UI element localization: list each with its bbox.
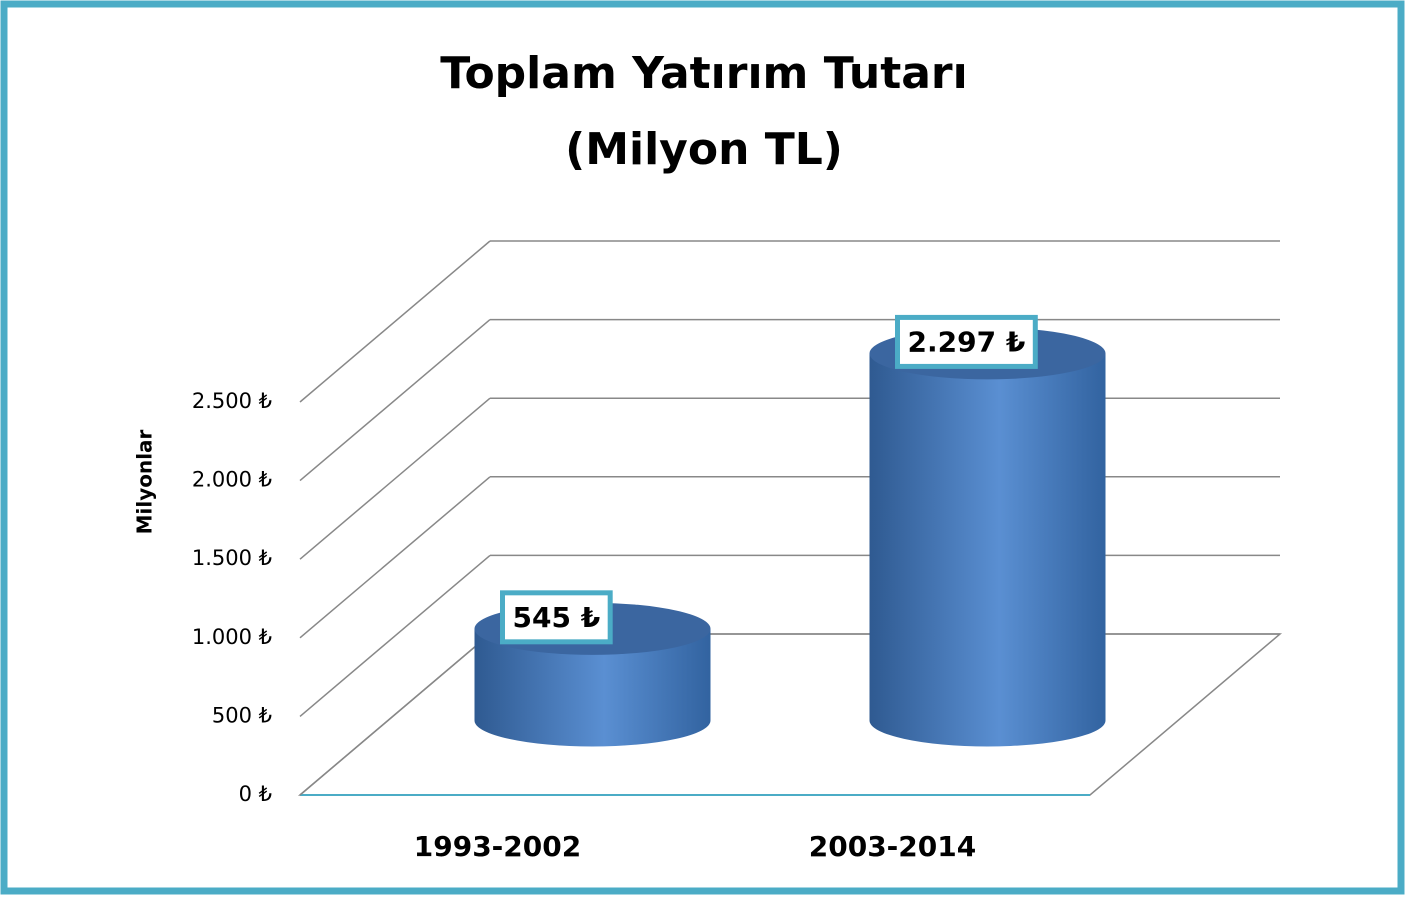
y-tick-label: 2.000 ₺: [192, 468, 272, 492]
chart-title: Toplam Yatırım Tutarı: [440, 48, 967, 99]
value-label: 2.297 ₺: [908, 325, 1026, 358]
grid-line: [299, 476, 491, 639]
grid-line: [299, 554, 491, 717]
x-tick-label: 1993-2002: [414, 830, 581, 863]
grid-line: [299, 319, 491, 482]
value-label-box: [895, 314, 1038, 369]
chart-subtitle: (Milyon TL): [565, 124, 843, 175]
value-label: 545 ₺: [513, 601, 601, 634]
y-tick-label: 2.500 ₺: [192, 389, 272, 413]
bar-body: [869, 353, 1106, 747]
grid-line: [299, 397, 491, 560]
y-tick-label: 1.000 ₺: [192, 625, 272, 649]
value-label-box: [500, 590, 613, 645]
bar-body: [474, 628, 711, 747]
grid-line: [299, 633, 491, 796]
bar: [869, 327, 1106, 747]
y-tick-label: 1.500 ₺: [192, 546, 272, 570]
y-tick-label: 500 ₺: [212, 703, 272, 727]
grid-line: [299, 240, 491, 403]
y-tick-label: 0 ₺: [239, 782, 272, 806]
y-axis-title: Milyonlar: [133, 429, 157, 534]
x-tick-label: 2003-2014: [809, 830, 976, 863]
